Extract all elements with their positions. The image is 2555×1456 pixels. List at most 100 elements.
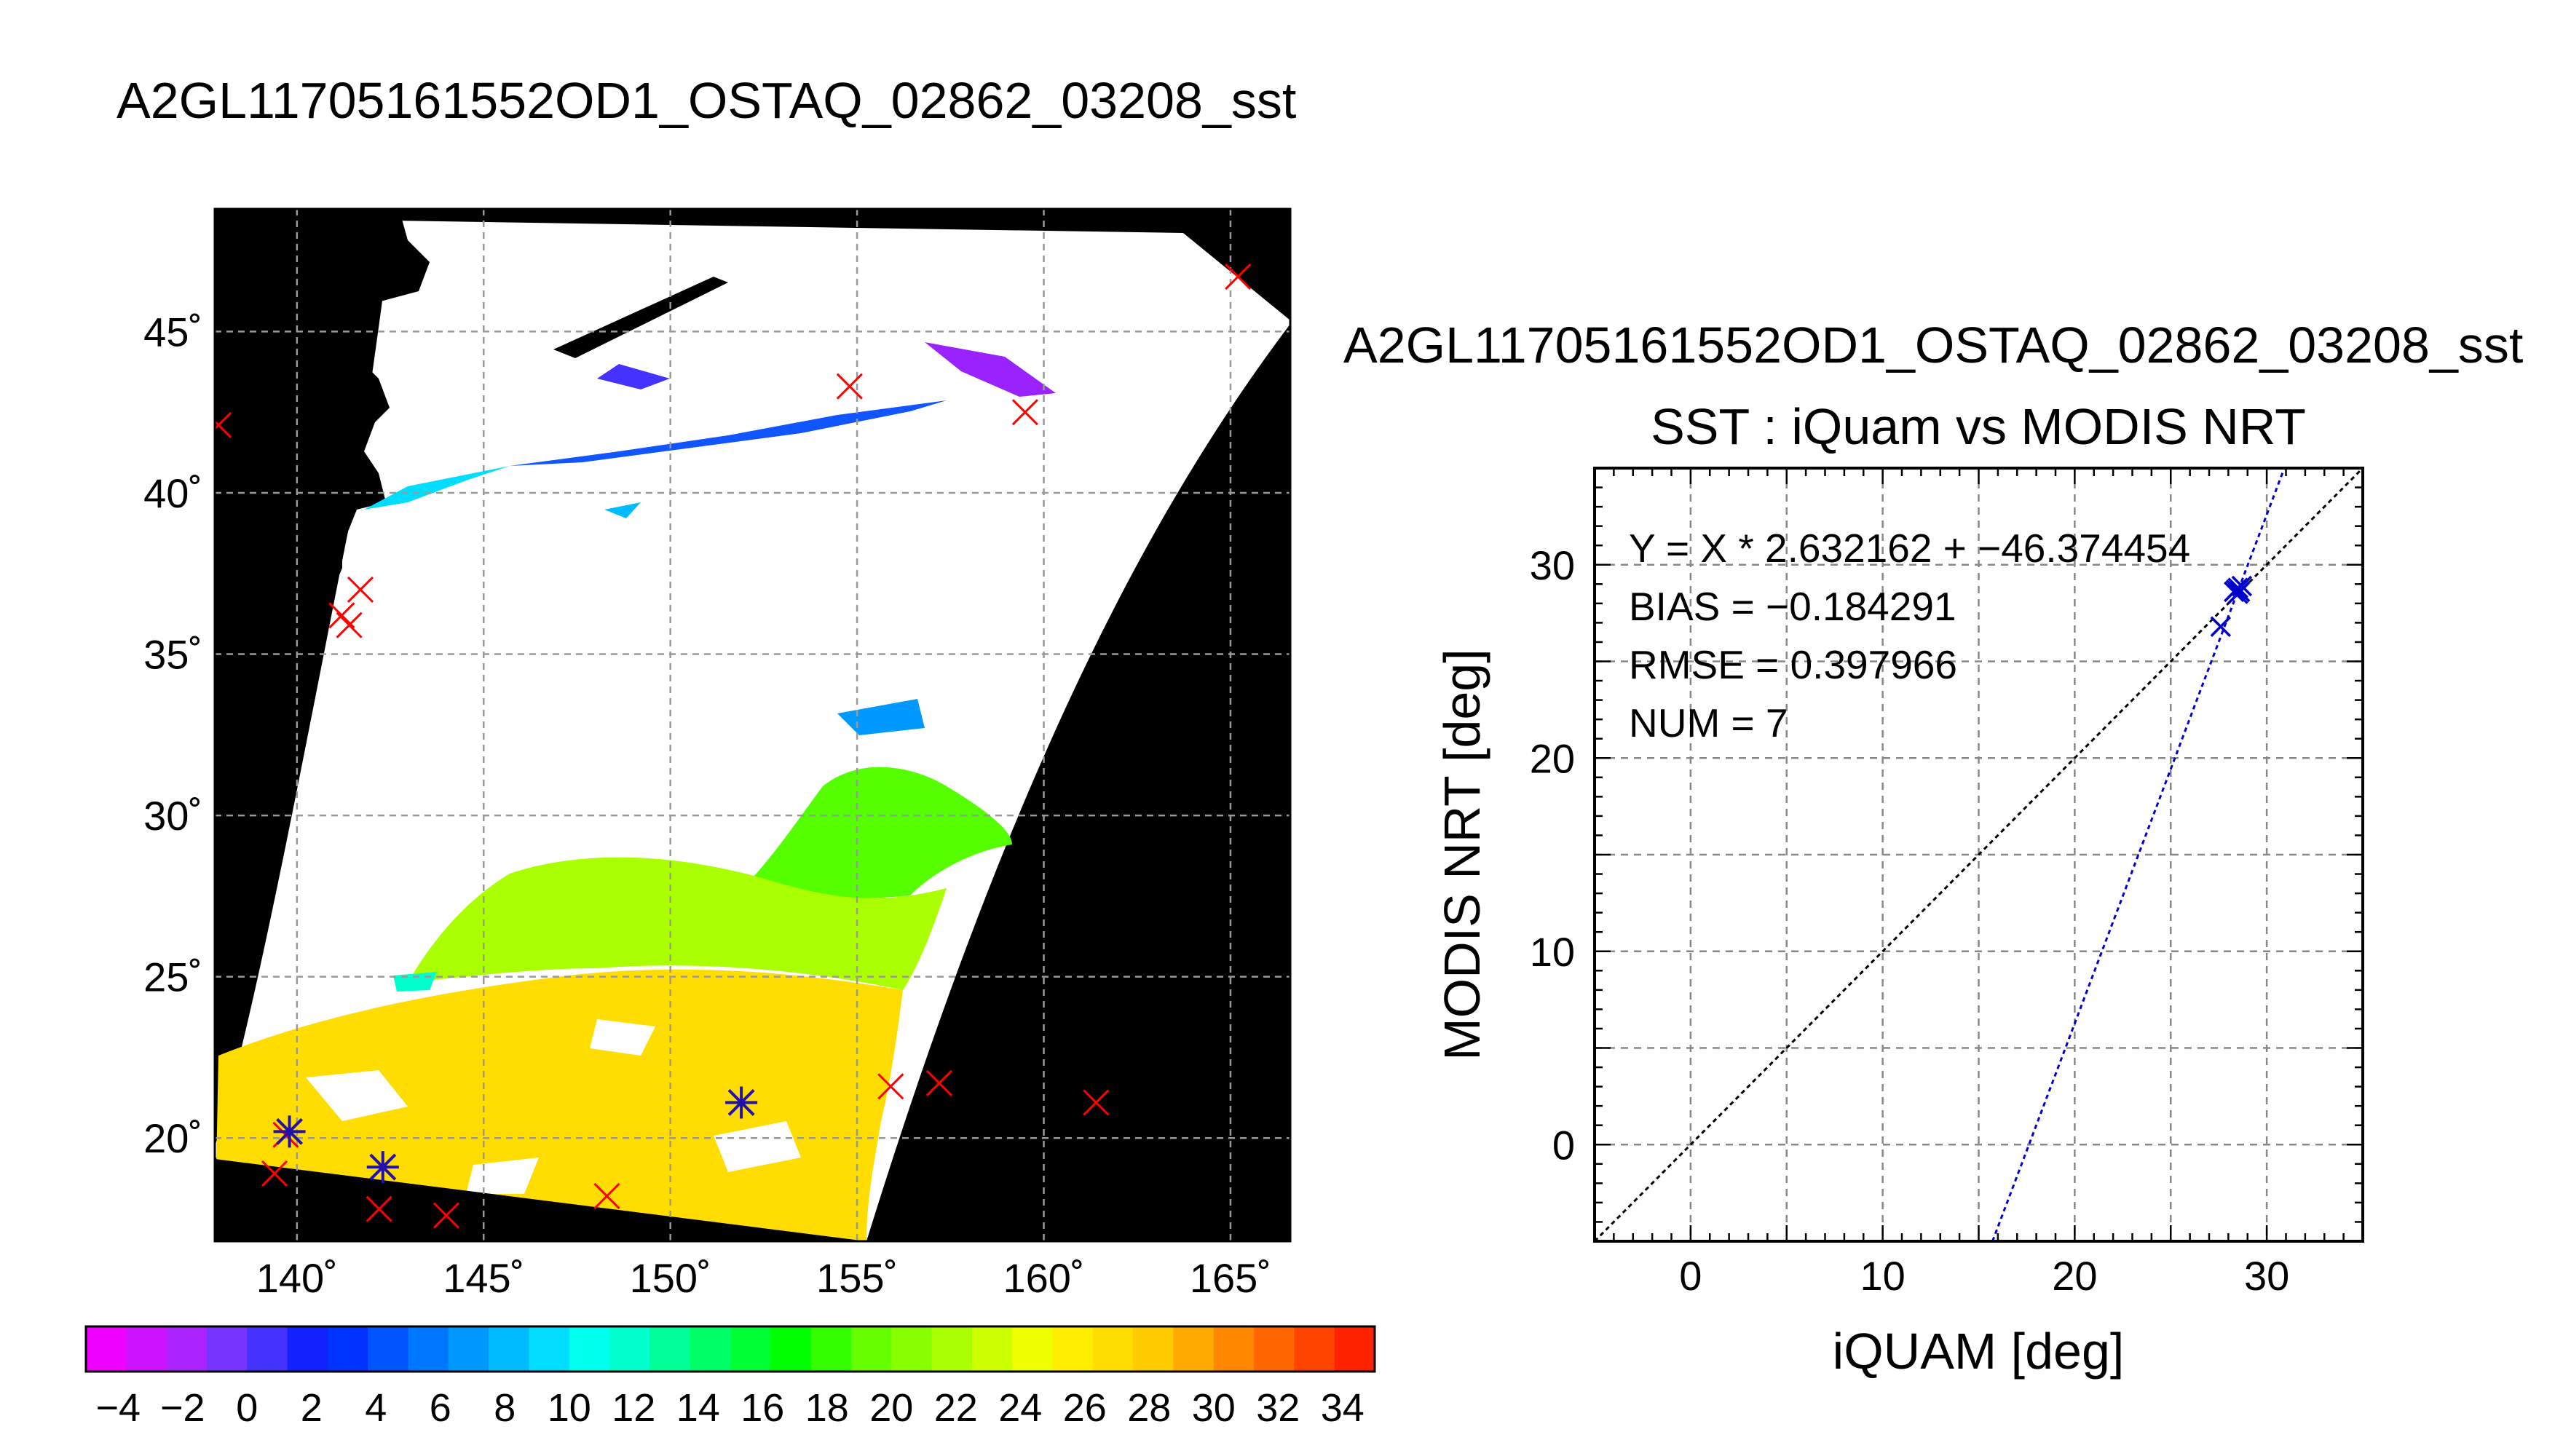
scatter-x-tick-labels: 0 10 20 30	[1679, 1253, 2289, 1299]
sst-band-lightgreen	[408, 857, 947, 990]
colorbar-cell	[1334, 1326, 1375, 1372]
colorbar-cell	[1133, 1326, 1174, 1372]
colorbar-tick-label: 22	[934, 1386, 978, 1430]
matchup-red-x	[877, 1073, 904, 1100]
colorbar-tick-label: 0	[236, 1386, 258, 1430]
swath-bottom-edge	[215, 1159, 866, 1241]
cloud-flecks-1	[306, 1070, 408, 1121]
colorbar-cell	[368, 1326, 409, 1372]
colorbar-cell	[529, 1326, 570, 1372]
scatter-y-axis-label: MODIS NRT [deg]	[1434, 649, 1490, 1060]
colorbar-tick-label: 2	[301, 1386, 323, 1430]
map-lon-tick-label: 160˚	[1003, 1255, 1084, 1301]
matchup-red-x	[215, 411, 232, 438]
scatter-x-tick: 10	[1860, 1253, 1905, 1299]
kuril-edge	[553, 277, 728, 358]
matchup-blue-star	[366, 1151, 399, 1184]
map-lon-tick-label: 150˚	[630, 1255, 711, 1301]
map-longitude-labels: 140˚ 145˚ 150˚ 155˚ 160˚ 165˚	[256, 1255, 1271, 1301]
colorbar-cell	[1294, 1326, 1335, 1372]
colorbar: −4 −2 0 2 4 6 8 10 12 14 16 18 20 22 24 26 28 30 32 34	[84, 1325, 1376, 1430]
colorbar-tick-label: −4	[95, 1386, 141, 1430]
sst-patch-north-1	[364, 466, 510, 510]
matchup-red-x	[366, 1195, 392, 1222]
map-lon-tick-label: 155˚	[816, 1255, 898, 1301]
colorbar-tick-label: 28	[1127, 1386, 1171, 1430]
scatter-points	[2210, 575, 2253, 637]
colorbar-tick-label: 20	[869, 1386, 913, 1430]
map-gridlines	[215, 209, 1290, 1241]
scatter-point	[2210, 616, 2232, 637]
colorbar-cell	[86, 1326, 127, 1372]
colorbar-tick-label: 34	[1321, 1386, 1365, 1430]
sst-patch-north-5	[604, 502, 641, 518]
colorbar-cell	[1052, 1326, 1094, 1372]
colorbar-cell	[891, 1326, 933, 1372]
map-lat-tick-label: 45˚	[143, 309, 202, 355]
colorbar-tick-label: 12	[612, 1386, 655, 1430]
colorbar-cell	[730, 1326, 771, 1372]
scatter-x-axis-label: iQUAM [deg]	[1833, 1323, 2125, 1380]
colorbar-tick-label: 4	[365, 1386, 387, 1430]
colorbar-tick-label: 18	[805, 1386, 849, 1430]
colorbar-tick-label: 8	[494, 1386, 516, 1430]
colorbar-tick-label: −2	[160, 1386, 205, 1430]
scatter-frame	[1593, 467, 2364, 1243]
sst-band-green	[743, 767, 1012, 899]
map-frame	[213, 207, 1292, 1243]
satellite-swath	[215, 221, 1290, 1241]
colorbar-cell	[690, 1326, 731, 1372]
scatter-title: A2GL11705161552OD1_OSTAQ_02862_03208_sst	[1343, 317, 2523, 373]
sst-patch-north-6	[837, 699, 925, 735]
scatter-x-tick: 20	[2052, 1253, 2097, 1299]
scatter-point	[2225, 579, 2247, 601]
matchup-red-x	[836, 373, 863, 400]
scatter-point	[2227, 583, 2248, 604]
colorbar-frame	[84, 1325, 1376, 1373]
map-lat-tick-label: 30˚	[143, 793, 202, 839]
colorbar-cell	[247, 1326, 288, 1372]
scatter-x-tick: 30	[2244, 1253, 2289, 1299]
colorbar-cell	[770, 1326, 812, 1372]
japan-land	[215, 209, 430, 641]
map-lon-tick-label: 165˚	[1190, 1255, 1271, 1301]
colorbar-cells	[86, 1326, 1375, 1372]
colorbar-cell	[609, 1326, 650, 1372]
figure-title: A2GL11705161552OD1_OSTAQ_02862_03208_sst	[117, 72, 1296, 129]
colorbar-tick-label: 14	[676, 1386, 720, 1430]
scatter-y-tick: 30	[1530, 542, 1575, 588]
colorbar-cell	[1092, 1326, 1134, 1372]
colorbar-cell	[931, 1326, 973, 1372]
scatter-subtitle: SST : iQuam vs MODIS NRT	[1651, 398, 2306, 455]
colorbar-tick-label: 30	[1192, 1386, 1236, 1430]
colorbar-cell	[489, 1326, 530, 1372]
colorbar-cell	[971, 1326, 1013, 1372]
matchup-red-x	[1225, 263, 1252, 290]
sst-patch-north-2	[510, 400, 947, 466]
stats-rmse: RMSE = 0.397966	[1629, 642, 1957, 687]
stats-fit-equation: Y = X * 2.632162 + −46.374454	[1629, 526, 2190, 571]
colorbar-tick-label: 32	[1256, 1386, 1300, 1430]
colorbar-cell	[810, 1326, 852, 1372]
colorbar-cell	[166, 1326, 208, 1372]
map-matchup-markers	[215, 263, 1252, 1229]
colorbar-cell	[448, 1326, 489, 1372]
colorbar-cell	[287, 1326, 328, 1372]
map-lon-tick-label: 145˚	[443, 1255, 524, 1301]
scatter-y-tick: 0	[1552, 1122, 1575, 1168]
colorbar-tick-label: 24	[998, 1386, 1042, 1430]
colorbar-cell	[1213, 1326, 1255, 1372]
colorbar-cell	[206, 1326, 248, 1372]
fit-line	[1991, 468, 2286, 1241]
scatter-y-tick: 10	[1530, 929, 1575, 975]
colorbar-cell	[850, 1326, 892, 1372]
matchup-red-x	[433, 1202, 460, 1229]
matchup-red-x	[1011, 399, 1038, 426]
scatter-y-tick-labels: 0 10 20 30	[1530, 542, 1575, 1168]
colorbar-cell	[649, 1326, 691, 1372]
colorbar-tick-labels: −4 −2 0 2 4 6 8 10 12 14 16 18 20 22 24 26 28 30 32 34	[95, 1386, 1364, 1430]
scatter-y-tick: 20	[1530, 735, 1575, 781]
cloud-flecks-3	[714, 1121, 801, 1172]
sst-patch-north-4	[925, 342, 1056, 397]
